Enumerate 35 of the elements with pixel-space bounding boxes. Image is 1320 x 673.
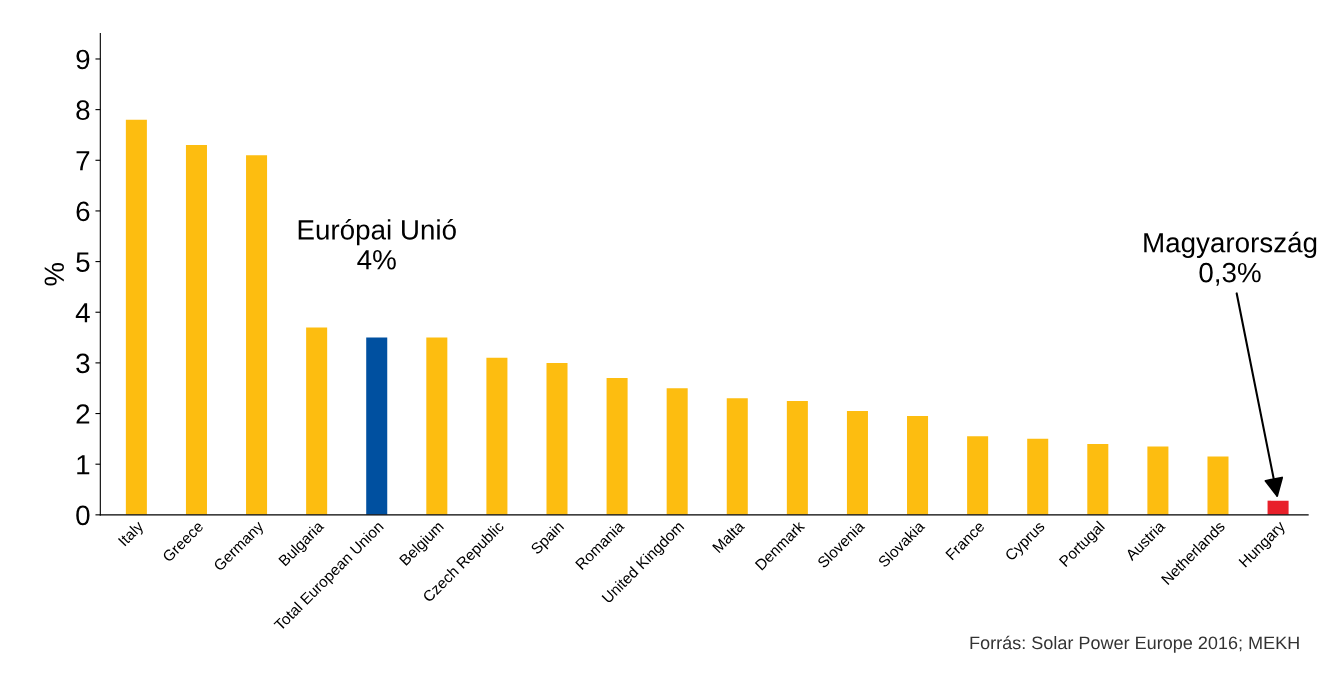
bar [1147, 446, 1169, 515]
bar [306, 327, 328, 515]
bar [846, 411, 868, 515]
y-tick-label: 0 [76, 505, 90, 526]
bar [125, 119, 147, 515]
bar [666, 388, 688, 515]
bar [546, 362, 568, 515]
bar [1027, 438, 1049, 515]
text: Forrás: Solar Power Europe 2016; MEKH [970, 635, 1299, 653]
bar [786, 400, 808, 515]
bar [486, 357, 508, 515]
y-tick-label: 7 [76, 151, 90, 171]
bar [907, 416, 929, 515]
bar [967, 436, 989, 515]
y-tick-label: 2 [76, 404, 90, 424]
bar [366, 337, 388, 515]
bar [1087, 443, 1109, 515]
y-tick-label: 3 [76, 353, 90, 374]
bar [246, 155, 268, 515]
y-tick-label: 6 [76, 201, 90, 222]
y-tick-label: 1 [77, 455, 90, 475]
annotation: Európai Unió 4% [298, 218, 456, 270]
y-axis-title: % [44, 262, 64, 286]
y-tick-label: 4 [75, 303, 90, 323]
x-tick-label: Italy [117, 519, 147, 549]
bar [426, 337, 448, 515]
annotation: Magyarország 0,3% [1144, 231, 1317, 286]
y-tick-label: 5 [76, 252, 90, 272]
bar [1267, 500, 1289, 515]
bar [185, 145, 207, 515]
bar [1207, 456, 1229, 515]
bar [726, 398, 748, 515]
y-tick-label: 9 [76, 49, 90, 70]
bar [606, 378, 628, 515]
y-tick-label: 8 [76, 100, 90, 120]
